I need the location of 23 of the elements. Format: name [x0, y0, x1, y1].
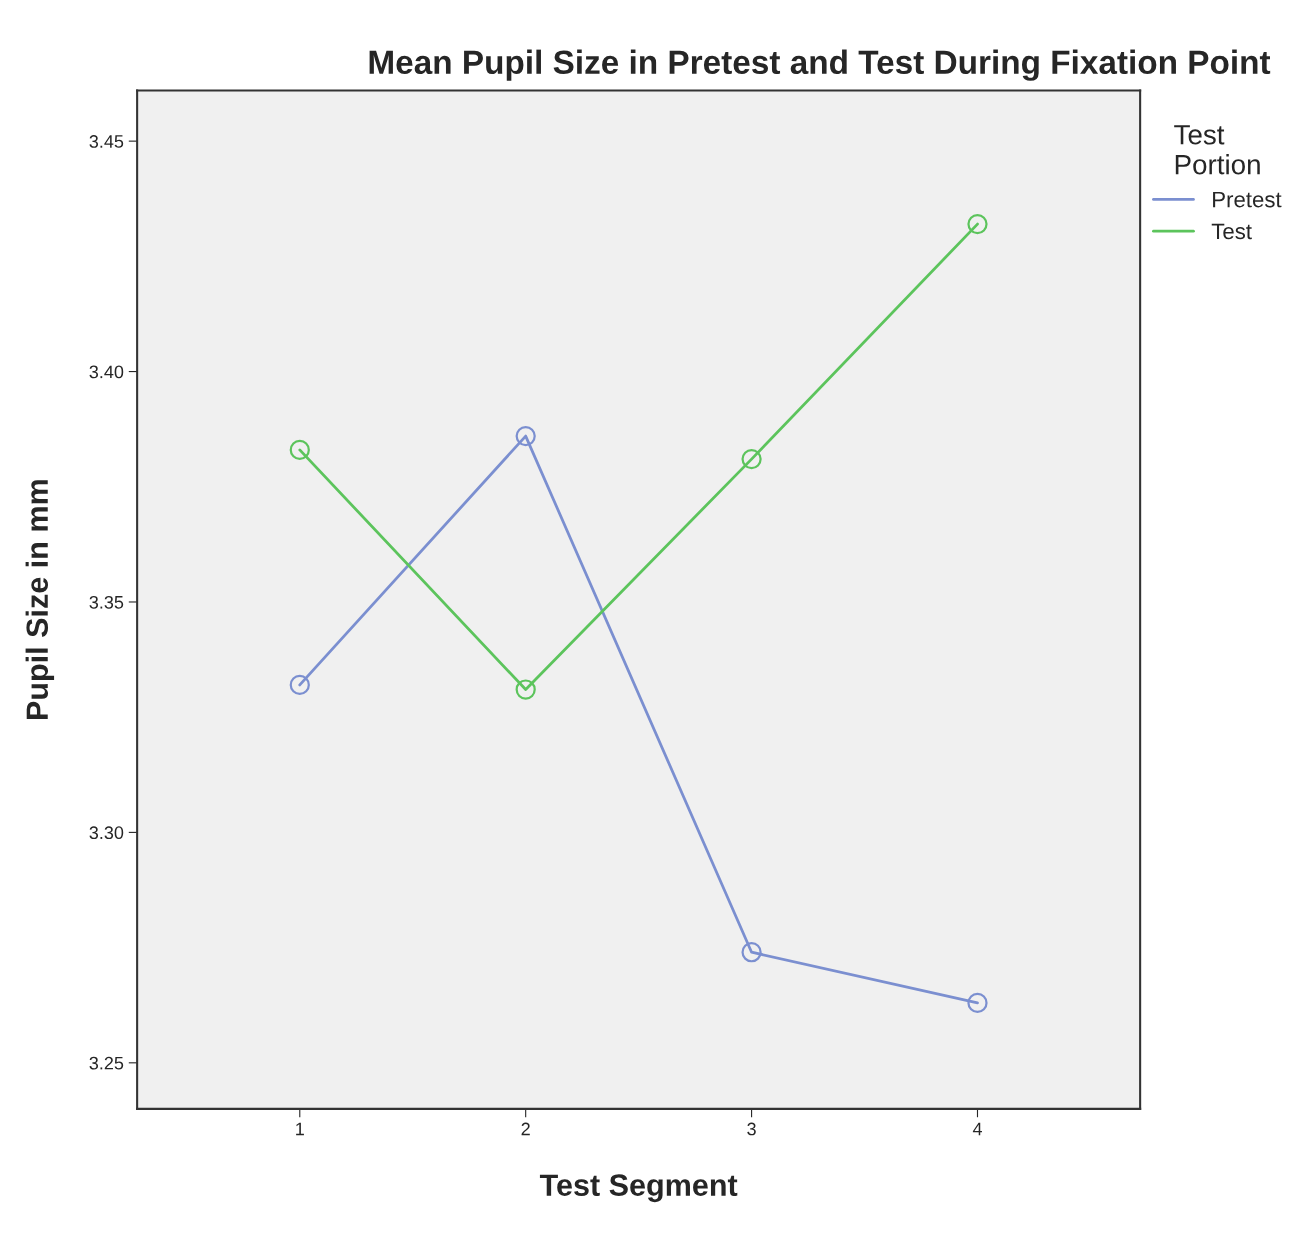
- y-tick-label: 3.30: [89, 826, 124, 840]
- x-tick-label: 4: [972, 1122, 982, 1136]
- y-tick-label: 3.45: [89, 135, 124, 148]
- y-tick-label: 3.25: [89, 1056, 124, 1070]
- legend-label: Pretest: [1213, 191, 1282, 208]
- point: [967, 992, 988, 1014]
- x-axis-title: Test Segment: [539, 1174, 738, 1203]
- x-tick-label: 3: [747, 1122, 756, 1136]
- y-axis-title: Pupil Size in mm: [25, 480, 55, 720]
- legend-label: Test: [1211, 223, 1252, 240]
- point: [515, 679, 536, 700]
- x-tick-label: 1: [296, 1122, 304, 1136]
- point: [515, 425, 536, 447]
- x-tick-label: 2: [521, 1122, 530, 1136]
- chart-title: Mean Pupil Size in Pretest and Test During Fixation Point: [369, 49, 1271, 81]
- point: [289, 674, 310, 696]
- point: [967, 213, 988, 235]
- point: [741, 942, 762, 963]
- y-tick-label: 3.35: [89, 595, 124, 609]
- y-tick-label: 3.40: [89, 365, 124, 379]
- point: [289, 439, 310, 461]
- legend-title: Test Portion: [1174, 125, 1260, 175]
- point: [741, 448, 762, 470]
